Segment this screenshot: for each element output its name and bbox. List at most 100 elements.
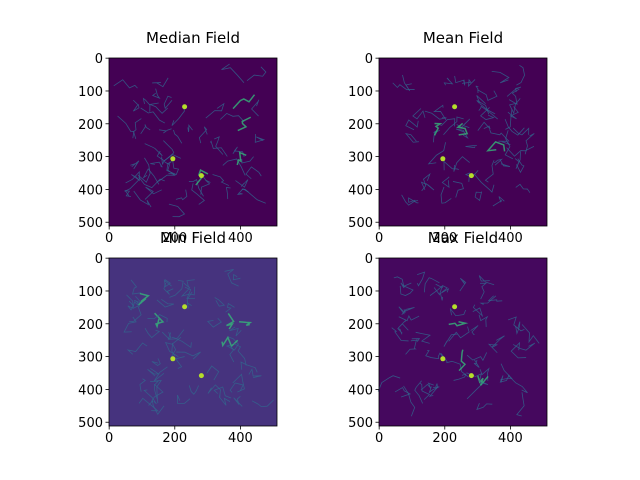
filament: [458, 349, 467, 372]
filament: [144, 143, 163, 157]
filament: [124, 174, 140, 192]
filament: [479, 367, 490, 381]
hotspot: [198, 373, 204, 379]
y-tick-label: 100: [348, 85, 373, 100]
hotspot: [452, 104, 458, 110]
filament: [232, 373, 245, 393]
filament: [443, 116, 464, 135]
filament: [404, 132, 419, 143]
y-tick-label: 100: [78, 285, 103, 300]
filament: [507, 316, 525, 332]
filament: [459, 277, 467, 292]
filament: [150, 161, 163, 168]
filament: [516, 392, 525, 417]
filament: [414, 380, 424, 404]
filament: [416, 271, 426, 287]
filament: [507, 106, 519, 120]
hotspot: [440, 156, 446, 162]
filament: [440, 186, 452, 204]
filament: [221, 63, 245, 84]
filament: [142, 168, 160, 185]
filament: [410, 338, 421, 342]
filament: [232, 273, 241, 281]
x-tick-label: 200: [432, 231, 457, 246]
axes-title: Mean Field: [423, 29, 503, 47]
filament: [398, 315, 420, 322]
y-tick-label: 400: [78, 383, 103, 398]
filament: [133, 118, 142, 140]
filament: [129, 305, 142, 322]
filament: [207, 317, 222, 328]
filament: [456, 122, 469, 136]
filament: [510, 341, 527, 359]
y-tick-label: 0: [365, 252, 373, 267]
filament: [137, 157, 151, 183]
filament: [222, 158, 246, 176]
y-tick-label: 300: [348, 351, 373, 366]
filament: [399, 285, 414, 296]
filament: [168, 159, 180, 175]
axes-title: Min Field: [160, 229, 226, 247]
filament: [433, 122, 443, 136]
filament: [148, 102, 168, 114]
filament: [377, 375, 401, 392]
y-tick-label: 200: [78, 118, 103, 133]
filament: [212, 174, 230, 186]
filament: [419, 382, 431, 400]
filament: [171, 336, 192, 348]
filament: [443, 333, 458, 347]
filament: [478, 105, 498, 120]
filament: [397, 327, 403, 335]
y-tick-label: 300: [78, 151, 103, 166]
image-texture: [392, 64, 535, 207]
filament: [393, 276, 412, 287]
filament: [132, 99, 140, 112]
filament: [151, 358, 161, 366]
filament: [397, 319, 409, 331]
filament: [133, 190, 152, 208]
filament: [476, 99, 490, 115]
hotspot: [182, 104, 188, 110]
filament: [138, 176, 165, 189]
y-tick-label: 200: [78, 318, 103, 333]
hotspot: [468, 373, 474, 379]
filament: [156, 298, 174, 308]
filament: [401, 194, 419, 206]
filament: [151, 88, 161, 100]
image: [109, 58, 277, 226]
filament: [441, 176, 450, 189]
filament: [425, 350, 439, 360]
filament: [126, 294, 139, 309]
filament: [153, 366, 168, 382]
filament: [236, 188, 249, 196]
filament: [524, 133, 535, 155]
filament: [188, 385, 200, 395]
filament: [226, 344, 235, 363]
image-texture: [377, 271, 540, 417]
filament: [477, 375, 489, 386]
filament: [180, 286, 196, 297]
filament: [514, 151, 521, 169]
filament: [427, 142, 446, 165]
filament: [126, 342, 148, 355]
filament: [200, 179, 211, 195]
filament: [147, 368, 160, 377]
filament: [402, 74, 412, 92]
filament: [186, 291, 193, 309]
filament: [512, 342, 536, 351]
filament: [420, 181, 435, 191]
x-tick-label: 200: [432, 431, 457, 446]
filament: [164, 336, 182, 358]
filament: [226, 336, 239, 351]
filament: [429, 285, 448, 296]
filament: [516, 158, 525, 174]
filament: [465, 145, 477, 149]
y-tick-label: 100: [78, 85, 103, 100]
filament: [187, 124, 193, 132]
filament: [168, 203, 186, 218]
filament: [493, 158, 503, 166]
filament: [183, 279, 195, 289]
filament: [140, 107, 166, 124]
filament: [473, 359, 480, 368]
filament: [236, 151, 247, 166]
